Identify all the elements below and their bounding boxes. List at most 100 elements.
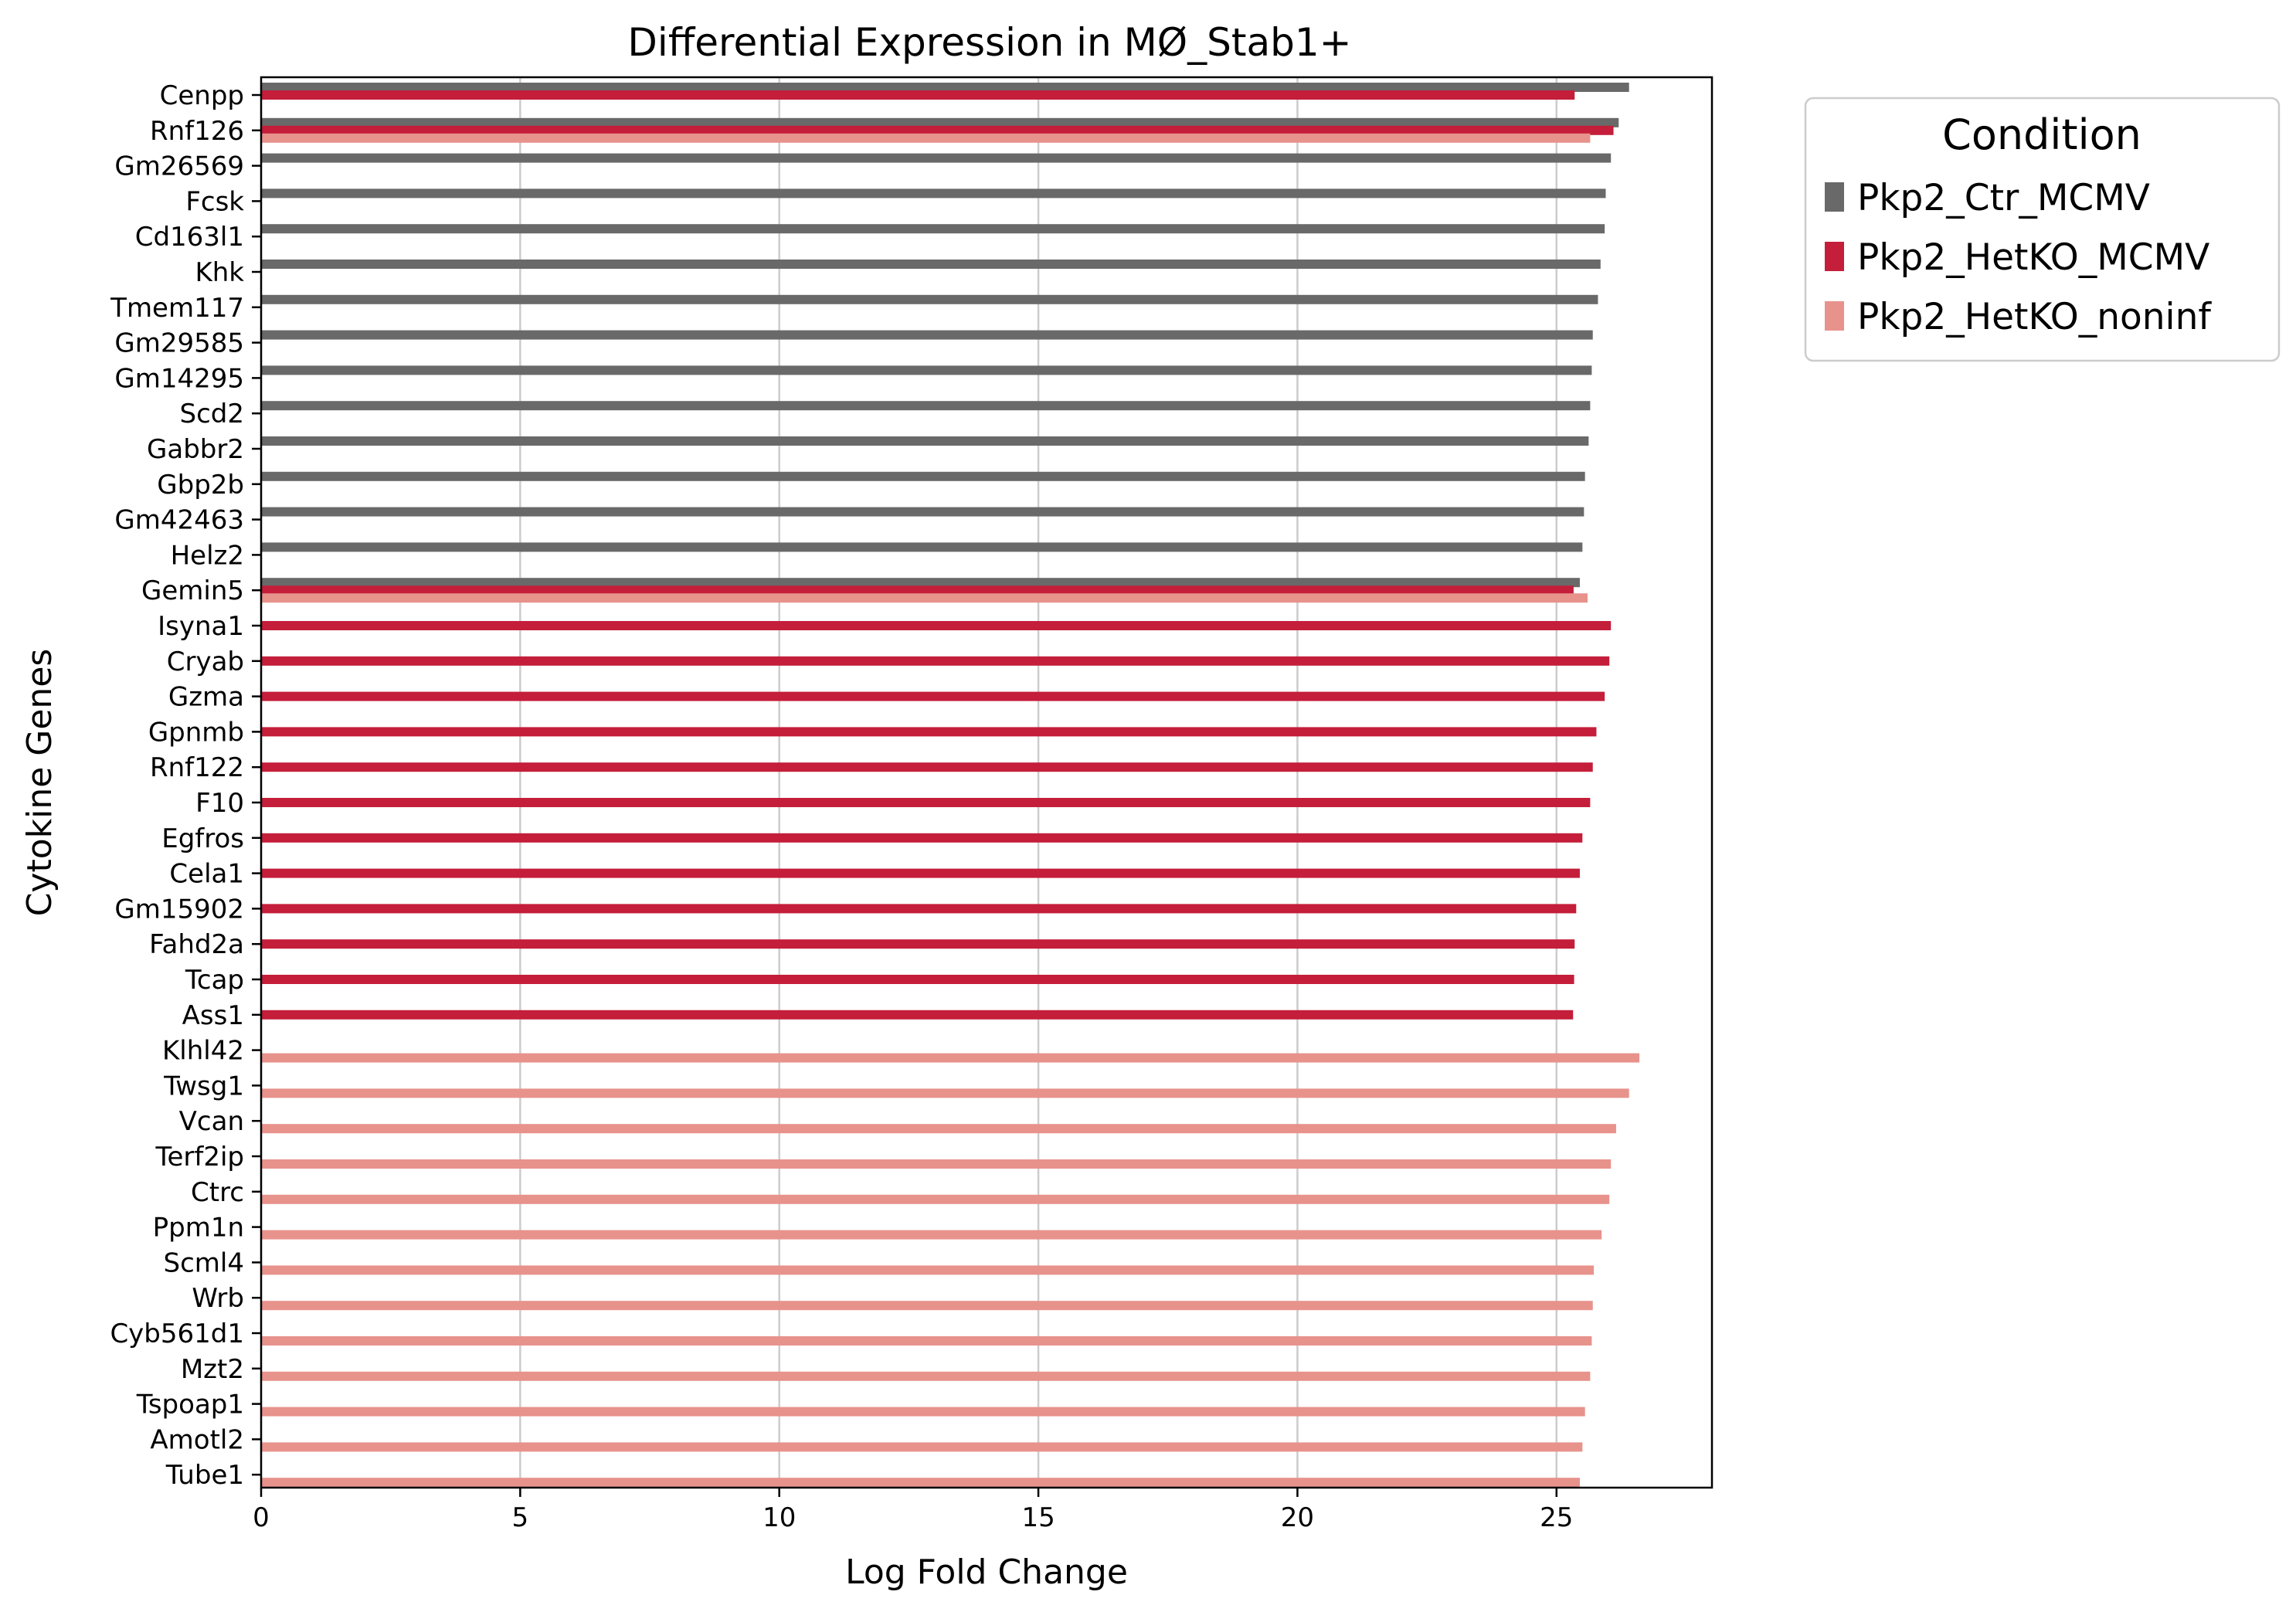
bar-pkp2-hetko-noninf-rnf126 <box>261 133 1591 143</box>
y-tick-label-gm26569: Gm26569 <box>114 151 244 182</box>
y-tick-label-gm14295: Gm14295 <box>114 363 244 394</box>
bar-pkp2-hetko-mcmv-rnf122 <box>261 762 1593 772</box>
bar-pkp2-hetko-mcmv-egfros <box>261 833 1583 843</box>
bar-pkp2-hetko-mcmv-gemin5 <box>261 585 1574 596</box>
bar-pkp2-ctr-mcmv-gm29585 <box>261 330 1593 340</box>
bar-pkp2-ctr-mcmv-gabbr2 <box>261 436 1589 446</box>
bar-pkp2-hetko-noninf-ctrc <box>261 1194 1610 1204</box>
bar-pkp2-hetko-noninf-terf2ip <box>261 1159 1612 1169</box>
legend: Condition Pkp2_Ctr_MCMV Pkp2_HetKO_MCMV Pk… <box>1804 97 2281 362</box>
gridlines <box>519 77 1558 1488</box>
y-tick-label-isyna1: Isyna1 <box>158 611 244 642</box>
bar-pkp2-hetko-mcmv-tcap <box>261 975 1574 984</box>
bar-pkp2-ctr-mcmv-gbp2b <box>261 471 1585 481</box>
x-axis-label: Log Fold Change <box>845 1553 1128 1592</box>
y-tick-label-fahd2a: Fahd2a <box>149 929 244 960</box>
bar-pkp2-ctr-mcmv-helz2 <box>261 542 1583 552</box>
y-axis: Cenpp Rnf126 Gm26569 Fcsk Cd163l1 Khk Tmem117 G… <box>110 80 261 1491</box>
bar-pkp2-ctr-mcmv-cenpp <box>261 83 1629 92</box>
y-tick-label-cenpp: Cenpp <box>160 80 244 111</box>
bar-pkp2-hetko-mcmv-ass1 <box>261 1010 1574 1020</box>
bar-pkp2-hetko-noninf-ppm1n <box>261 1230 1602 1240</box>
bar-pkp2-hetko-mcmv-isyna1 <box>261 621 1612 630</box>
bar-pkp2-hetko-noninf-amotl2 <box>261 1442 1583 1452</box>
y-tick-label-cyb561d1: Cyb561d1 <box>110 1318 244 1349</box>
bar-pkp2-ctr-mcmv-scd2 <box>261 401 1591 411</box>
bars <box>261 83 1640 1488</box>
legend-label-pkp2-ctr-mcmv: Pkp2_Ctr_MCMV <box>1857 177 2150 219</box>
y-tick-label-vcan: Vcan <box>179 1106 244 1137</box>
bar-pkp2-ctr-mcmv-gm14295 <box>261 365 1592 375</box>
legend-title: Condition <box>1942 110 2141 159</box>
y-tick-label-gzma: Gzma <box>168 682 244 713</box>
y-tick-label-gemin5: Gemin5 <box>141 575 244 606</box>
legend-swatch-pkp2-hetko-noninf <box>1825 301 1844 331</box>
legend-label-pkp2-hetko-mcmv: Pkp2_HetKO_MCMV <box>1857 236 2209 279</box>
chart-title: Differential Expression in MØ_Stab1+ <box>627 20 1351 65</box>
y-tick-label-gm42463: Gm42463 <box>114 505 244 536</box>
y-tick-label-cryab: Cryab <box>167 646 244 677</box>
y-tick-label-wrb: Wrb <box>192 1283 244 1314</box>
bar-pkp2-hetko-noninf-gemin5 <box>261 593 1588 603</box>
bar-pkp2-ctr-mcmv-gm42463 <box>261 507 1584 517</box>
y-tick-label-tcap: Tcap <box>185 965 244 996</box>
bar-pkp2-hetko-mcmv-cenpp <box>261 90 1575 100</box>
bar-pkp2-hetko-noninf-klhl42 <box>261 1053 1640 1063</box>
y-tick-label-tmem117: Tmem117 <box>110 293 244 324</box>
y-tick-label-egfros: Egfros <box>161 823 244 854</box>
y-tick-label-tspoap1: Tspoap1 <box>136 1390 244 1420</box>
y-tick-label-cd163l1: Cd163l1 <box>135 222 244 253</box>
y-tick-label-gbp2b: Gbp2b <box>157 470 244 501</box>
bar-pkp2-ctr-mcmv-gm26569 <box>261 153 1612 163</box>
bar-pkp2-hetko-noninf-tube1 <box>261 1478 1580 1488</box>
legend-label-pkp2-hetko-noninf: Pkp2_HetKO_noninf <box>1857 296 2212 338</box>
x-tick-label: 5 <box>512 1502 529 1533</box>
y-tick-label-rnf122: Rnf122 <box>150 752 244 783</box>
y-tick-label-twsg1: Twsg1 <box>163 1071 244 1101</box>
x-tick-label: 25 <box>1540 1502 1573 1533</box>
bar-pkp2-hetko-noninf-wrb <box>261 1301 1593 1311</box>
y-tick-label-ass1: Ass1 <box>182 1000 244 1031</box>
bar-pkp2-ctr-mcmv-khk <box>261 260 1601 269</box>
bar-pkp2-ctr-mcmv-gemin5 <box>261 578 1580 588</box>
x-tick-label: 10 <box>763 1502 796 1533</box>
bar-pkp2-hetko-noninf-mzt2 <box>261 1371 1591 1381</box>
y-tick-label-gm15902: Gm15902 <box>114 894 244 925</box>
x-tick-label: 15 <box>1021 1502 1055 1533</box>
y-tick-label-terf2ip: Terf2ip <box>155 1142 244 1173</box>
bar-pkp2-hetko-noninf-twsg1 <box>261 1088 1629 1098</box>
bar-pkp2-hetko-noninf-cyb561d1 <box>261 1336 1592 1346</box>
bar-pkp2-hetko-noninf-scml4 <box>261 1265 1595 1275</box>
legend-swatch-pkp2-ctr-mcmv <box>1825 182 1844 212</box>
y-tick-label-cela1: Cela1 <box>169 859 244 890</box>
bar-pkp2-ctr-mcmv-tmem117 <box>261 294 1598 304</box>
y-tick-label-ctrc: Ctrc <box>191 1177 244 1208</box>
bar-pkp2-hetko-mcmv-fahd2a <box>261 939 1575 949</box>
y-tick-label-rnf126: Rnf126 <box>150 116 244 147</box>
bar-pkp2-ctr-mcmv-fcsk <box>261 188 1606 199</box>
y-tick-label-khk: Khk <box>195 257 244 288</box>
bar-pkp2-hetko-mcmv-f10 <box>261 798 1591 807</box>
y-tick-label-gabbr2: Gabbr2 <box>147 434 244 465</box>
x-tick-label: 20 <box>1281 1502 1314 1533</box>
bar-pkp2-hetko-mcmv-rnf126 <box>261 125 1614 135</box>
y-tick-label-helz2: Helz2 <box>171 540 244 571</box>
y-tick-label-amotl2: Amotl2 <box>150 1424 244 1455</box>
legend-box <box>1804 97 2281 362</box>
bar-pkp2-hetko-mcmv-gpnmb <box>261 727 1597 737</box>
bar-pkp2-ctr-mcmv-rnf126 <box>261 117 1619 127</box>
bar-pkp2-hetko-mcmv-cryab <box>261 656 1610 666</box>
bar-pkp2-hetko-mcmv-gm15902 <box>261 904 1577 914</box>
y-tick-label-ppm1n: Ppm1n <box>153 1213 244 1244</box>
y-tick-label-tube1: Tube1 <box>165 1460 244 1491</box>
bar-pkp2-hetko-mcmv-gzma <box>261 691 1605 701</box>
bar-pkp2-hetko-mcmv-cela1 <box>261 868 1580 878</box>
y-tick-label-klhl42: Klhl42 <box>162 1036 244 1067</box>
y-tick-label-f10: F10 <box>195 788 244 819</box>
plot-frame <box>260 76 1714 1489</box>
y-tick-label-gpnmb: Gpnmb <box>148 717 244 748</box>
y-tick-label-scml4: Scml4 <box>164 1247 244 1278</box>
x-tick-label: 0 <box>253 1502 270 1533</box>
y-tick-label-mzt2: Mzt2 <box>181 1354 244 1385</box>
